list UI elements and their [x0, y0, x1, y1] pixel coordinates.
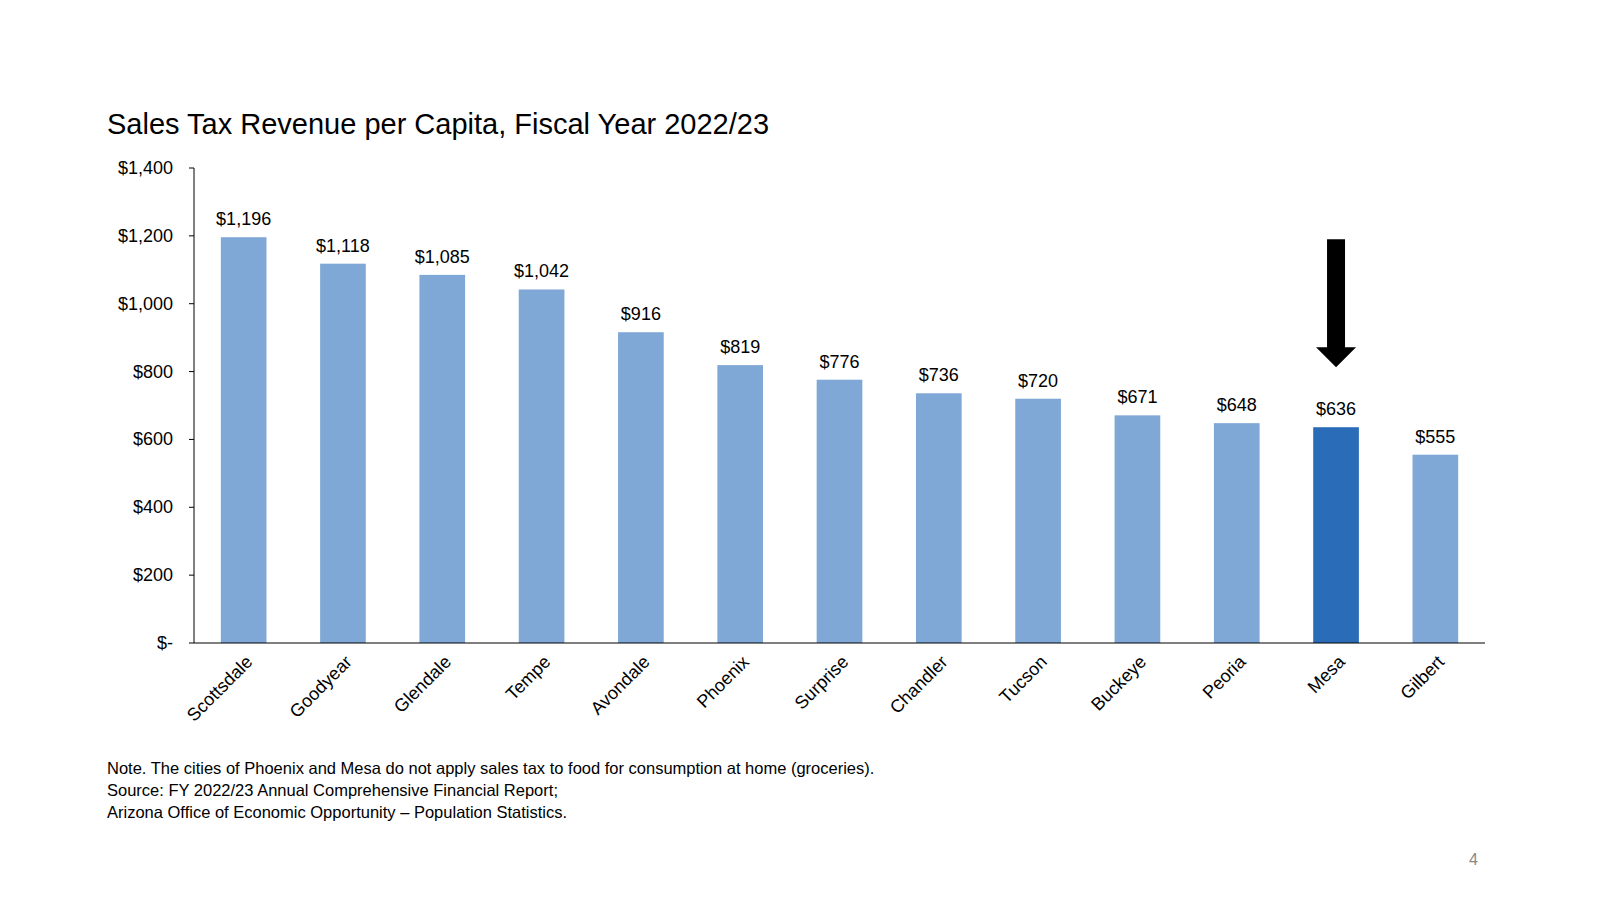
- x-tick-label: Glendale: [390, 652, 455, 717]
- bar: [519, 289, 565, 643]
- x-tick-label: Avondale: [587, 652, 654, 719]
- data-label: $648: [1217, 395, 1257, 415]
- x-tick-label: Peoria: [1199, 651, 1251, 703]
- y-tick: [189, 303, 194, 304]
- x-tick-label: Tempe: [502, 652, 554, 704]
- y-tick-label: $1,400: [118, 158, 173, 178]
- note: Note. The cities of Phoenix and Mesa do …: [107, 759, 874, 777]
- x-tick-label: Gilbert: [1397, 652, 1449, 704]
- bars: [221, 237, 1458, 643]
- bar: [1313, 427, 1359, 643]
- note: Source: FY 2022/23 Annual Comprehensive …: [107, 781, 558, 799]
- bar: [1115, 415, 1161, 643]
- y-tick-label: $800: [133, 362, 173, 382]
- data-label: $555: [1415, 427, 1455, 447]
- page-number: 4: [1469, 851, 1478, 868]
- bar: [817, 380, 863, 643]
- bar: [1214, 423, 1260, 643]
- data-label: $1,042: [514, 261, 569, 281]
- bar: [221, 237, 267, 643]
- data-label: $776: [819, 352, 859, 372]
- arrow: [1316, 239, 1356, 367]
- x-tick-label: Goodyear: [286, 652, 356, 722]
- y-axis: [194, 168, 195, 643]
- x-tick-label: Phoenix: [693, 652, 753, 712]
- title: Sales Tax Revenue per Capita, Fiscal Yea…: [107, 108, 769, 140]
- bar: [419, 275, 465, 643]
- y-tick: [189, 507, 194, 508]
- x-tick-label: Mesa: [1304, 651, 1350, 697]
- x-tick-label: Scottsdale: [183, 652, 257, 726]
- y-tick-label: $400: [133, 497, 173, 517]
- data-label: $736: [919, 365, 959, 385]
- data-label: $720: [1018, 371, 1058, 391]
- x-tick-label: Tucson: [996, 652, 1051, 707]
- y-tick: [189, 575, 194, 576]
- y-tick: [189, 643, 194, 644]
- data-label: $671: [1117, 387, 1157, 407]
- bar: [1413, 455, 1459, 643]
- bar: [1015, 399, 1061, 643]
- y-tick-label: $-: [157, 633, 173, 653]
- x-tick-label: Chandler: [886, 652, 952, 718]
- data-label: $1,118: [316, 236, 370, 256]
- y-tick-label: $200: [133, 565, 173, 585]
- data-label: $819: [720, 337, 760, 357]
- x-axis: [194, 642, 1485, 643]
- y-tick-label: $1,000: [118, 294, 173, 314]
- note: Arizona Office of Economic Opportunity –…: [107, 803, 567, 821]
- y-tick-label: $600: [133, 429, 173, 449]
- x-tick-label: Surprise: [791, 652, 853, 714]
- bar: [320, 264, 366, 643]
- y-tick: [189, 235, 194, 236]
- chart: Sales Tax Revenue per Capita, Fiscal Yea…: [0, 0, 1600, 900]
- bar: [618, 332, 664, 643]
- data-label: $1,196: [216, 209, 271, 229]
- bar: [916, 393, 962, 643]
- bar: [717, 365, 763, 643]
- y-tick: [189, 439, 194, 440]
- x-tick-label: Buckeye: [1087, 652, 1150, 715]
- data-label: $636: [1316, 399, 1356, 419]
- y-tick: [189, 371, 194, 372]
- data-label: $916: [621, 304, 661, 324]
- y-tick-label: $1,200: [118, 226, 173, 246]
- data-label: $1,085: [415, 247, 470, 267]
- y-tick: [189, 168, 194, 169]
